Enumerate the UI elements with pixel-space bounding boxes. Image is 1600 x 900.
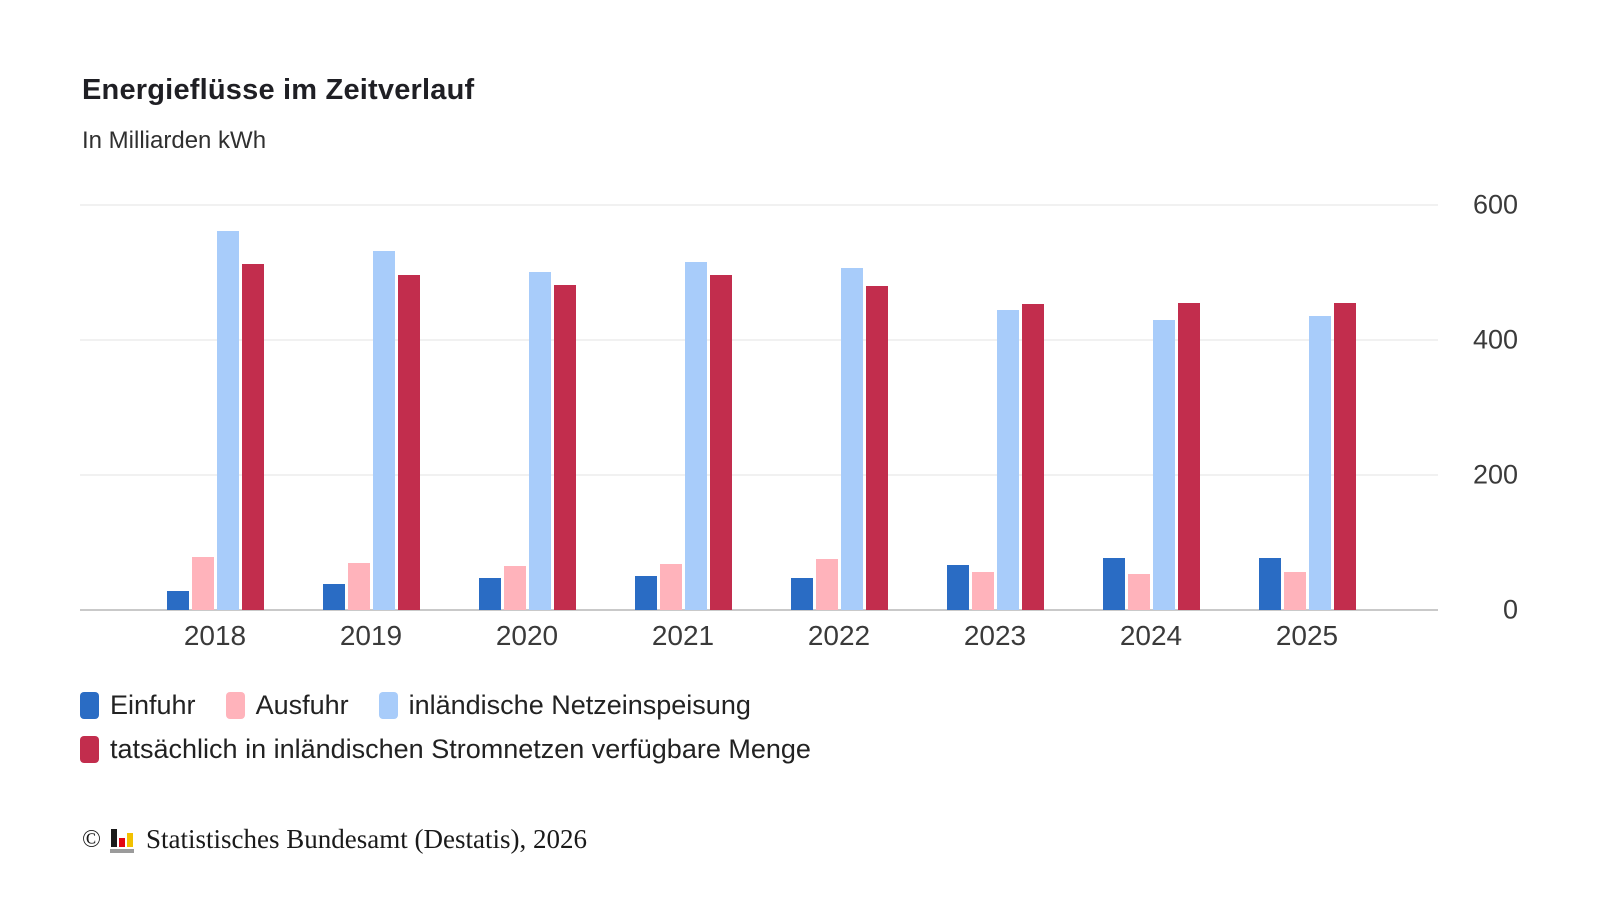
bar-2022-ausfuhr[interactable] (815, 559, 838, 610)
x-tick-label-2020: 2020 (495, 620, 559, 651)
bar-2019-ausfuhr[interactable] (347, 562, 370, 610)
bar-2024-einfuhr[interactable] (1102, 558, 1125, 610)
bar-2022-inländische-netzeinspeisung[interactable] (840, 267, 863, 610)
x-tick-label-2025: 2025 (1275, 620, 1339, 651)
bar-group-2020 (449, 205, 605, 610)
gridline-600 (80, 204, 1438, 206)
bar-2025-einfuhr[interactable] (1258, 558, 1281, 610)
bar-2023-einfuhr[interactable] (946, 565, 969, 610)
legend: Einfuhr Ausfuhr inländische Netzeinspeisun… (80, 690, 1170, 765)
x-tick-label-2019: 2019 (339, 620, 403, 651)
legend-item-tatsächlich-in-inländischen[interactable]: tatsächlich in inländischen Stromnetzen … (80, 734, 811, 765)
x-tick-label-2018: 2018 (183, 620, 247, 651)
bar-2019-einfuhr[interactable] (322, 584, 345, 610)
bar-2021-ausfuhr[interactable] (659, 564, 682, 610)
y-tick-label-600: 600 (1472, 189, 1518, 220)
bar-2018-einfuhr[interactable] (166, 591, 189, 610)
gridline-400 (80, 339, 1438, 341)
bar-2021-tatsächlich-in-inländischen[interactable] (709, 275, 732, 610)
chart-subtitle: In Milliarden kWh (82, 127, 267, 154)
legend-swatch-inländische-netzeinspeisung (378, 692, 398, 719)
legend-swatch-ausfuhr (225, 692, 245, 719)
bar-group-2025 (1229, 205, 1385, 610)
bar-2021-einfuhr[interactable] (634, 576, 657, 610)
bar-2018-inländische-netzeinspeisung[interactable] (216, 230, 239, 610)
bar-2025-tatsächlich-in-inländischen[interactable] (1333, 302, 1356, 610)
bar-group-2018 (137, 205, 293, 610)
bar-2025-inländische-netzeinspeisung[interactable] (1308, 315, 1331, 610)
bar-group-2022 (761, 205, 917, 610)
x-tick-label-2021: 2021 (651, 620, 715, 651)
legend-label-ausfuhr: Ausfuhr (255, 690, 349, 720)
bar-2024-tatsächlich-in-inländischen[interactable] (1177, 302, 1200, 610)
source-text: Statistisches Bundesamt (Destatis), 2026 (146, 824, 587, 854)
copyright-symbol: © (82, 825, 101, 853)
y-tick-label-0: 0 (1502, 594, 1518, 625)
bar-2020-ausfuhr[interactable] (503, 566, 526, 610)
bar-2024-inländische-netzeinspeisung[interactable] (1152, 319, 1175, 610)
bar-groups (137, 205, 1385, 610)
bar-2018-tatsächlich-in-inländischen[interactable] (241, 263, 264, 610)
bar-2019-tatsächlich-in-inländischen[interactable] (397, 275, 420, 610)
bar-group-2024 (1073, 205, 1229, 610)
destatis-logo-icon (110, 828, 134, 853)
bar-group-2021 (605, 205, 761, 610)
logo-bar-red (119, 837, 125, 847)
logo-bar-black (111, 828, 117, 847)
legend-swatch-einfuhr (80, 692, 99, 719)
legend-label-inländische-netzeinspeisung: inländische Netzeinspeisung (408, 690, 751, 720)
logo-bar-gold (127, 832, 133, 847)
bar-2024-ausfuhr[interactable] (1127, 574, 1150, 610)
legend-swatch-tatsächlich-in-inländischen (80, 736, 99, 763)
plot-area (80, 204, 1438, 611)
bar-2023-ausfuhr[interactable] (971, 572, 994, 610)
bar-2020-einfuhr[interactable] (478, 577, 501, 610)
legend-label-tatsächlich-in-inländischen: tatsächlich in inländischen Stromnetzen … (110, 734, 811, 764)
bar-2020-tatsächlich-in-inländischen[interactable] (553, 284, 576, 610)
bar-2025-ausfuhr[interactable] (1283, 572, 1306, 610)
bar-2019-inländische-netzeinspeisung[interactable] (372, 250, 395, 610)
bar-2020-inländische-netzeinspeisung[interactable] (528, 271, 551, 610)
x-tick-label-2022: 2022 (807, 620, 871, 651)
legend-item-einfuhr[interactable]: Einfuhr (80, 690, 196, 721)
bar-2018-ausfuhr[interactable] (191, 557, 214, 610)
bar-2022-tatsächlich-in-inländischen[interactable] (865, 286, 888, 610)
x-tick-label-2024: 2024 (1119, 620, 1183, 651)
bar-2023-tatsächlich-in-inländischen[interactable] (1021, 303, 1044, 610)
y-tick-label-200: 200 (1472, 459, 1518, 490)
bar-2023-inländische-netzeinspeisung[interactable] (996, 309, 1019, 610)
bar-group-2019 (293, 205, 449, 610)
y-tick-label-400: 400 (1472, 324, 1518, 355)
gridline-0 (80, 609, 1438, 611)
logo-baseline (110, 848, 134, 853)
legend-label-einfuhr: Einfuhr (110, 690, 196, 720)
y-axis-labels: 0 200 400 600 (1448, 191, 1518, 623)
x-axis-labels: 2018 2019 2020 2021 2022 2023 2024 2025 (137, 620, 1385, 652)
bar-group-2023 (917, 205, 1073, 610)
chart-title: Energieflüsse im Zeitverlauf (82, 74, 475, 106)
legend-item-inländische-netzeinspeisung[interactable]: inländische Netzeinspeisung (378, 690, 751, 721)
source-footer: © Statistisches Bundesamt (Destatis), 20… (82, 824, 587, 855)
x-tick-label-2023: 2023 (963, 620, 1027, 651)
legend-item-ausfuhr[interactable]: Ausfuhr (225, 690, 349, 721)
bar-2021-inländische-netzeinspeisung[interactable] (684, 261, 707, 610)
gridline-200 (80, 474, 1438, 476)
bar-2022-einfuhr[interactable] (790, 577, 813, 610)
